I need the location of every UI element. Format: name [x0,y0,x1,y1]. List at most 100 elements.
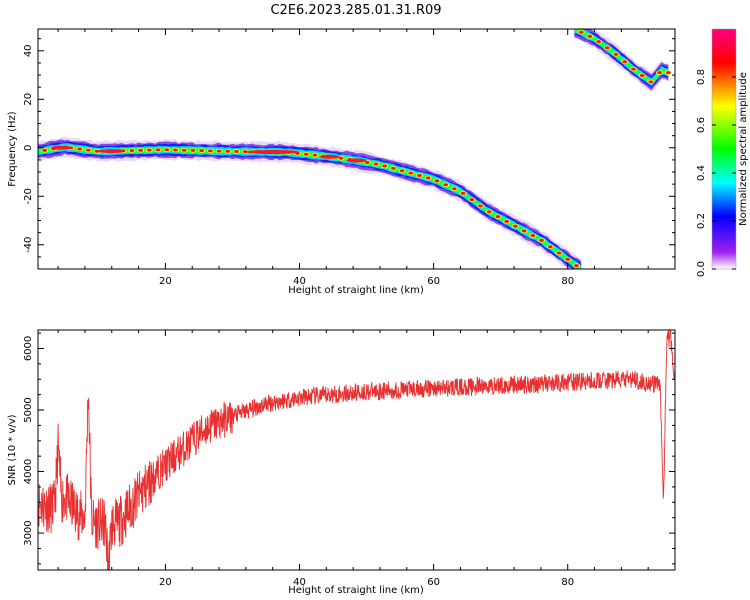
spectral-trace-core [138,148,143,152]
spectral-trace-core [199,149,205,153]
spectral-trace-core [77,147,82,151]
spectral-peak [98,149,126,154]
spectral-trace-upper-core [622,60,628,64]
spectral-trace-core [382,164,388,168]
snr-marks [38,330,675,570]
spectral-trace-core [556,251,562,255]
spectral-trace-core [303,152,309,156]
spectral-trace-core [565,257,571,261]
spectral-trace-core [190,148,196,152]
spectral-trace-layer [38,141,582,269]
spectrogram-x-tick-label: 20 [159,276,172,287]
colorbar-tick-label: 0.6 [696,117,707,133]
snr-ticks: 20 40 60 80 3000 4000 5000 6000 [23,330,676,588]
spectral-trace-core [434,179,440,183]
spectrogram-y-tick-label: -20 [23,188,34,204]
spectral-trace-core [530,234,536,238]
spectral-trace-core [94,149,100,153]
spectral-trace-core [574,264,579,268]
spectral-trace-core [460,191,466,195]
spectral-trace-core [225,149,231,153]
spectral-trace-core [521,229,527,233]
spectral-trace-core [495,215,501,219]
spectrogram-panel: 20 40 60 80 -40 -20 0 20 40 Height of straight l… [7,28,676,296]
spectral-trace-core [451,187,457,191]
colorbar-ticks: 0.0 0.2 0.4 0.6 0.8 [696,69,736,277]
colorbar-tick-label: 0.0 [696,261,707,277]
snr-x-tick-label: 60 [427,577,440,588]
spectrogram-marks [38,29,672,269]
spectrogram-y-tick-label: -40 [23,237,34,253]
spectral-trace-core [486,210,492,214]
snr-y-tick-label: 5000 [23,397,34,422]
snr-x-tick-label: 40 [293,577,306,588]
colorbar-label: Normalized spectral amplitude [738,72,749,226]
spectral-trace-upper-core [596,40,601,44]
colorbar-gradient [712,29,736,269]
spectral-trace-core [85,148,91,152]
spectral-trace-core [399,169,405,173]
spectrogram-x-tick-label: 80 [561,276,574,287]
spectral-trace-upper-core [665,71,671,75]
spectral-trace-core [364,160,370,164]
spectral-trace-core [173,148,178,152]
spectral-trace-core [547,245,553,249]
spectrogram-y-tick-label: 40 [23,44,34,57]
spectral-trace-upper-core [604,46,610,50]
spectrogram-y-tick-label: 20 [23,93,34,106]
spectral-trace-upper-core [657,71,662,75]
spectral-trace-core [373,162,379,166]
spectral-trace-core [216,149,222,153]
spectral-trace-core [338,156,344,160]
spectrogram-ticks: 20 40 60 80 -40 -20 0 20 40 [23,29,676,287]
chart-title: C2E6.2023.285.01.31.R09 [270,3,441,18]
snr-x-tick-label: 80 [561,577,574,588]
spectral-peak [51,145,72,150]
spectral-trace-upper-core [613,52,619,56]
spectral-trace-upper-core [578,30,584,34]
spectral-trace-core [234,149,239,153]
snr-panel: 20 40 60 80 3000 4000 5000 6000 Height of strai… [7,329,676,596]
spectral-trace-core [408,171,414,175]
spectrogram-x-axis-label: Height of straight line (km) [288,285,424,296]
spectral-trace-core [181,148,187,152]
spectral-peak [245,149,300,154]
spectral-trace-upper-core [631,67,636,71]
spectral-trace-core [513,224,518,228]
spectral-trace-upper-core [648,80,654,84]
colorbar-tick-label: 0.2 [696,213,707,229]
spectral-trace-core [417,173,422,177]
spectral-trace-upper-core [639,74,645,78]
spectral-trace-core [146,148,152,152]
spectral-trace-core [469,198,475,202]
spectral-trace-core [504,219,510,223]
spectral-peak [319,154,340,159]
snr-y-tick-label: 6000 [23,336,34,361]
spectrogram-y-tick-label: 0 [23,145,34,151]
colorbar-tick-label: 0.8 [696,69,707,85]
snr-series-line [38,330,675,570]
spectral-trace-core [539,238,544,242]
spectral-trace-core [443,183,449,187]
spectral-trace-core [425,176,431,180]
snr-y-tick-label: 4000 [23,459,34,484]
spectrogram-x-tick-label: 40 [293,276,306,287]
spectral-trace-core [207,149,213,153]
spectral-trace-upper-core [587,34,593,38]
spectral-trace-core [155,148,161,152]
snr-x-axis-label: Height of straight line (km) [288,585,424,596]
spectral-trace-core [164,148,170,152]
snr-y-axis-label: SNR (10 * v/v) [7,414,18,485]
spectral-trace-core [129,149,135,153]
colorbar-tick-label: 0.4 [696,165,707,181]
spectral-trace-core [390,166,396,170]
colorbar: 0.0 0.2 0.4 0.6 0.8 Normalized spectral ampl… [696,28,749,277]
spectral-trace-core [312,153,318,157]
snr-x-tick-label: 20 [159,577,172,588]
spectral-trace-core [478,204,483,208]
spectrogram-x-tick-label: 60 [427,276,440,287]
spectral-peak [346,158,367,163]
spectrogram-y-axis-label: Frequency (Hz) [7,111,18,187]
spectral-trace-core [42,148,48,152]
